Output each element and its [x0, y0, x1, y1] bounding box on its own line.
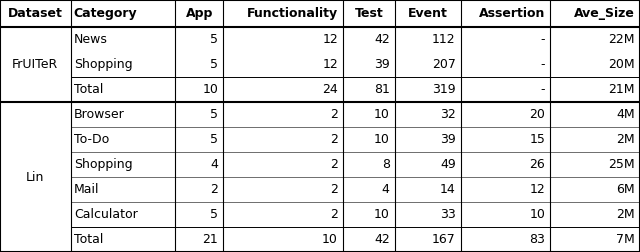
Text: 10: 10	[374, 208, 390, 221]
Text: 26: 26	[529, 158, 545, 171]
Text: 5: 5	[210, 133, 218, 146]
Text: 10: 10	[529, 208, 545, 221]
Text: 5: 5	[210, 58, 218, 71]
Text: Total: Total	[74, 83, 103, 96]
Text: Calculator: Calculator	[74, 208, 138, 221]
Text: -: -	[541, 33, 545, 46]
Text: 8: 8	[381, 158, 390, 171]
Text: News: News	[74, 33, 108, 46]
Text: 7M: 7M	[616, 233, 635, 246]
Text: 2: 2	[210, 183, 218, 196]
Text: 5: 5	[210, 108, 218, 121]
Text: 5: 5	[210, 33, 218, 46]
Text: 12: 12	[529, 183, 545, 196]
Text: 2: 2	[330, 158, 338, 171]
Text: 167: 167	[432, 233, 456, 246]
Text: Shopping: Shopping	[74, 158, 132, 171]
Text: 12: 12	[323, 58, 338, 71]
Text: 32: 32	[440, 108, 456, 121]
Text: 10: 10	[374, 108, 390, 121]
Text: Total: Total	[74, 233, 103, 246]
Text: Assertion: Assertion	[479, 7, 545, 20]
Text: 39: 39	[374, 58, 390, 71]
Text: Dataset: Dataset	[8, 7, 63, 20]
Text: To-Do: To-Do	[74, 133, 109, 146]
Text: 6M: 6M	[616, 183, 635, 196]
Text: Category: Category	[74, 7, 138, 20]
Text: Lin: Lin	[26, 171, 45, 183]
Text: 15: 15	[529, 133, 545, 146]
Text: 10: 10	[322, 233, 338, 246]
Text: 5: 5	[210, 208, 218, 221]
Text: FrUITeR: FrUITeR	[12, 58, 58, 71]
Text: Shopping: Shopping	[74, 58, 132, 71]
Text: 20: 20	[529, 108, 545, 121]
Text: 207: 207	[432, 58, 456, 71]
Text: 25M: 25M	[608, 158, 635, 171]
Text: 39: 39	[440, 133, 456, 146]
Text: 20M: 20M	[608, 58, 635, 71]
Text: 42: 42	[374, 233, 390, 246]
Text: 33: 33	[440, 208, 456, 221]
Text: 2: 2	[330, 208, 338, 221]
Text: App: App	[186, 7, 213, 20]
Text: 10: 10	[202, 83, 218, 96]
Text: 42: 42	[374, 33, 390, 46]
Text: 21M: 21M	[609, 83, 635, 96]
Text: 83: 83	[529, 233, 545, 246]
Text: 4: 4	[382, 183, 390, 196]
Text: 2M: 2M	[616, 133, 635, 146]
Text: 10: 10	[374, 133, 390, 146]
Text: 2: 2	[330, 133, 338, 146]
Text: 2: 2	[330, 108, 338, 121]
Text: 2M: 2M	[616, 208, 635, 221]
Text: 24: 24	[323, 83, 338, 96]
Text: -: -	[541, 58, 545, 71]
Text: Test: Test	[355, 7, 383, 20]
Text: 81: 81	[374, 83, 390, 96]
Text: Browser: Browser	[74, 108, 125, 121]
Text: 49: 49	[440, 158, 456, 171]
Text: Mail: Mail	[74, 183, 99, 196]
Text: Functionality: Functionality	[247, 7, 338, 20]
Text: 2: 2	[330, 183, 338, 196]
Text: 4: 4	[210, 158, 218, 171]
Text: Event: Event	[408, 7, 448, 20]
Text: -: -	[541, 83, 545, 96]
Text: 14: 14	[440, 183, 456, 196]
Text: 12: 12	[323, 33, 338, 46]
Text: 22M: 22M	[609, 33, 635, 46]
Text: 112: 112	[432, 33, 456, 46]
Text: Ave_Size: Ave_Size	[574, 7, 635, 20]
Text: 21: 21	[202, 233, 218, 246]
Text: 319: 319	[432, 83, 456, 96]
Text: 4M: 4M	[616, 108, 635, 121]
